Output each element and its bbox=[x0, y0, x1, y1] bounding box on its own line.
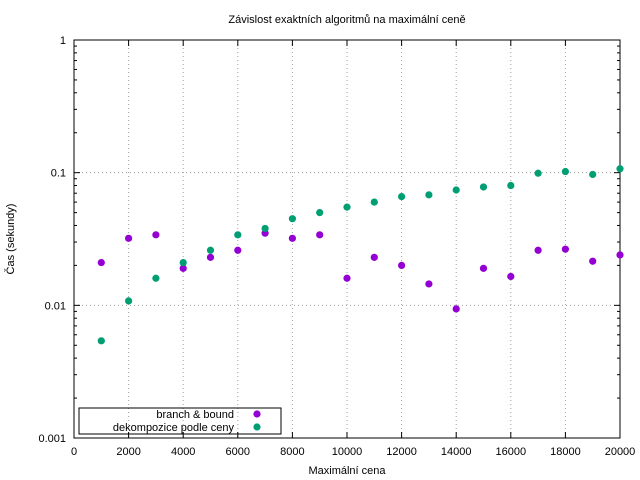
x-axis-label: Maximální cena bbox=[308, 465, 386, 477]
legend-marker bbox=[253, 423, 261, 431]
data-point bbox=[589, 257, 597, 265]
data-point bbox=[125, 234, 133, 242]
y-tick-label: 0.01 bbox=[45, 300, 66, 312]
y-tick-label: 0.1 bbox=[51, 168, 66, 180]
data-point bbox=[425, 191, 433, 199]
y-tick-label: 1 bbox=[60, 35, 66, 47]
series-1 bbox=[97, 165, 624, 345]
grid bbox=[74, 40, 620, 438]
data-points bbox=[97, 165, 624, 345]
data-point bbox=[97, 337, 105, 345]
y-tick-label: 0.001 bbox=[38, 433, 66, 445]
data-point bbox=[398, 261, 406, 269]
data-point bbox=[398, 193, 406, 201]
legend-label: dekompozice podle ceny bbox=[113, 422, 235, 434]
data-point bbox=[288, 234, 296, 242]
data-point bbox=[561, 167, 570, 176]
data-point bbox=[534, 169, 542, 177]
data-point bbox=[125, 297, 133, 305]
x-tick-label: 2000 bbox=[116, 446, 140, 458]
data-point bbox=[479, 183, 488, 191]
x-tick-label: 12000 bbox=[386, 446, 417, 458]
data-point bbox=[370, 253, 378, 261]
legend-marker bbox=[253, 410, 261, 418]
data-point bbox=[370, 198, 378, 206]
data-point bbox=[561, 245, 570, 253]
data-point bbox=[316, 209, 324, 217]
data-point bbox=[316, 231, 324, 239]
data-point bbox=[234, 246, 242, 254]
x-tick-label: 18000 bbox=[550, 446, 581, 458]
legend-label: branch & bound bbox=[156, 409, 234, 421]
x-tick-label: 4000 bbox=[171, 446, 195, 458]
data-point bbox=[97, 258, 105, 267]
data-point bbox=[343, 274, 351, 282]
data-point bbox=[206, 246, 215, 254]
data-point bbox=[288, 215, 296, 223]
data-point bbox=[452, 305, 460, 313]
ticks: 0 2000 4000 6000 8000 10000 12000 14000 16000 180… bbox=[38, 35, 635, 458]
data-point bbox=[616, 251, 624, 259]
data-point bbox=[179, 258, 187, 267]
plot-frame bbox=[73, 39, 621, 439]
x-tick-label: 6000 bbox=[226, 446, 250, 458]
data-point bbox=[425, 280, 433, 288]
data-point bbox=[179, 264, 187, 272]
data-point bbox=[534, 246, 542, 254]
data-point bbox=[507, 272, 515, 281]
x-tick-label: 8000 bbox=[280, 446, 304, 458]
data-point bbox=[616, 165, 624, 173]
series-0 bbox=[97, 229, 624, 313]
data-point bbox=[261, 224, 269, 233]
data-point bbox=[152, 274, 160, 282]
data-point bbox=[589, 170, 597, 179]
x-tick-label: 14000 bbox=[441, 446, 472, 458]
x-tick-label: 16000 bbox=[496, 446, 527, 458]
y-axis-label: Čas (sekundy) bbox=[4, 204, 17, 275]
data-point bbox=[206, 253, 215, 261]
x-tick-label: 10000 bbox=[332, 446, 363, 458]
data-point bbox=[479, 264, 488, 272]
x-tick-label: 20000 bbox=[605, 446, 636, 458]
data-point bbox=[234, 231, 242, 239]
chart-title: Závislost exaktních algoritmů na maximál… bbox=[228, 14, 465, 26]
data-point bbox=[507, 181, 515, 190]
data-point bbox=[152, 231, 160, 239]
x-tick-label: 0 bbox=[71, 446, 77, 458]
data-point bbox=[452, 186, 460, 194]
legend-box bbox=[78, 407, 282, 435]
data-point bbox=[343, 203, 351, 211]
